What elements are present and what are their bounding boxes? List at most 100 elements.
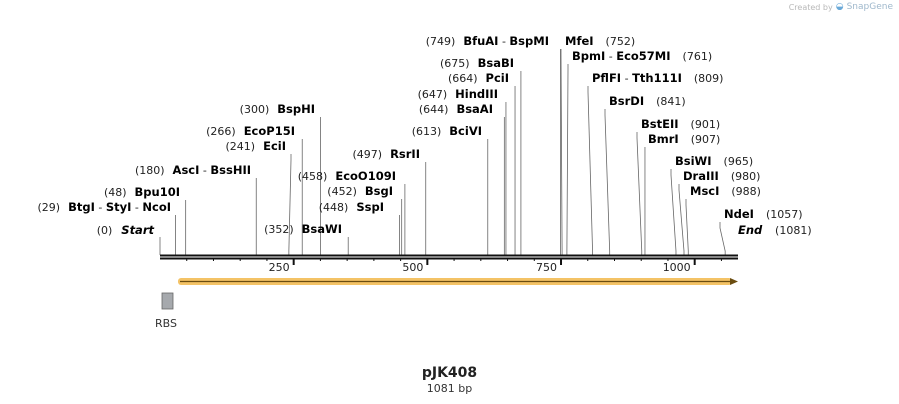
- site-names-bsphi[interactable]: BspHI: [277, 102, 315, 116]
- site-label-ecoo109i[interactable]: EcoO109I (458): [298, 169, 396, 183]
- site-separator: -: [95, 201, 106, 214]
- site-label-hindiii[interactable]: HindIII (647): [418, 87, 498, 101]
- site-label-mfei[interactable]: MfeI (752): [565, 34, 635, 48]
- site-label-bsabi[interactable]: BsaBI (675): [440, 56, 514, 70]
- site-label-msci[interactable]: MscI (988): [690, 184, 761, 198]
- site-name: HindIII: [455, 87, 498, 101]
- site-names-bfuai-bspmi[interactable]: BfuAI - BspMI: [463, 34, 549, 48]
- site-label-bcivi[interactable]: BciVI (613): [412, 124, 482, 138]
- site-names-draiii[interactable]: DraIII: [683, 169, 719, 183]
- site-names-ecop15i[interactable]: EcoP15I: [244, 124, 295, 138]
- site-separator: -: [605, 50, 616, 63]
- site-name: Tth111I: [632, 71, 682, 85]
- site-label-bmri[interactable]: BmrI (907): [648, 132, 720, 146]
- site-label-ecii[interactable]: EciI (241): [226, 139, 287, 153]
- site-names-bsgi[interactable]: BsgI: [365, 184, 393, 198]
- site-label-draiii[interactable]: DraIII (980): [683, 169, 760, 183]
- site-label-pflfi-tth111i[interactable]: PflFI - Tth111I (809): [592, 71, 723, 85]
- site-names-bsrdi[interactable]: BsrDI: [609, 94, 644, 108]
- backbone: [160, 254, 738, 260]
- start-position: (0): [97, 224, 113, 237]
- end-label-end: End (1081): [738, 223, 812, 237]
- site-names-bpu10i[interactable]: Bpu10I: [135, 185, 180, 199]
- site-position: (300): [240, 103, 270, 116]
- site-name: BstEII: [641, 117, 679, 131]
- site-name: BmrI: [648, 132, 679, 146]
- site-names-bpmi-eco57mi[interactable]: BpmI - Eco57MI: [572, 49, 671, 63]
- site-names-ndei[interactable]: NdeI: [724, 207, 754, 221]
- site-names-rsrii[interactable]: RsrII: [390, 147, 420, 161]
- end-label: End: [738, 223, 763, 237]
- ruler-tick-label: 250: [269, 261, 290, 274]
- site-names-bsawi[interactable]: BsaWI: [302, 222, 342, 236]
- site-names-ecii[interactable]: EciI: [263, 139, 286, 153]
- site-names-asci-bsshii[interactable]: AscI - BssHII: [173, 163, 251, 177]
- site-position: (458): [298, 170, 328, 183]
- site-position: (988): [731, 185, 761, 198]
- site-label-bfuai-bspmi[interactable]: BfuAI - BspMI (749): [426, 34, 549, 48]
- site-label-bsphi[interactable]: BspHI (300): [240, 102, 315, 116]
- site-names-bsiwi[interactable]: BsiWI: [675, 154, 712, 168]
- site-names-msci[interactable]: MscI: [690, 184, 719, 198]
- site-label-ecop15i[interactable]: EcoP15I (266): [206, 124, 295, 138]
- site-position: (644): [419, 103, 449, 116]
- site-names-btgi-styi-ncoi[interactable]: BtgI - StyI - NcoI: [68, 200, 171, 214]
- site-names-bsabi[interactable]: BsaBI: [478, 56, 514, 70]
- site-names-pflfi-tth111i[interactable]: PflFI - Tth111I: [592, 71, 682, 85]
- site-names-mfei[interactable]: MfeI: [565, 34, 594, 48]
- site-names-ecoo109i[interactable]: EcoO109I: [335, 169, 396, 183]
- site-name: BtgI: [68, 200, 95, 214]
- site-label-bsiwi[interactable]: BsiWI (965): [675, 154, 753, 168]
- site-line-bsteii: [636, 132, 643, 255]
- ruler-tick-label: 750: [536, 261, 557, 274]
- plasmid-name[interactable]: pJK408: [421, 365, 478, 381]
- site-label-bsgi[interactable]: BsgI (452): [327, 184, 393, 198]
- site-line-ecii: [288, 154, 292, 255]
- site-names-sspi[interactable]: SspI: [356, 200, 384, 214]
- plasmid-length: 1081 bp: [426, 382, 473, 395]
- site-label-ndei[interactable]: NdeI (1057): [724, 207, 803, 221]
- arrow-head-icon: [730, 278, 738, 285]
- site-line-draiii: [678, 184, 685, 255]
- site-name: BciVI: [449, 124, 482, 138]
- site-label-bsaai[interactable]: BsaAI (644): [419, 102, 493, 116]
- site-label-sspi[interactable]: SspI (448): [319, 200, 384, 214]
- site-names-bcivi[interactable]: BciVI: [449, 124, 482, 138]
- site-names-bsaai[interactable]: BsaAI: [456, 102, 493, 116]
- site-label-btgi-styi-ncoi[interactable]: BtgI - StyI - NcoI (29): [38, 200, 172, 214]
- site-name: EcoO109I: [335, 169, 396, 183]
- site-line-bsrdi: [604, 109, 611, 255]
- site-name: BssHII: [210, 163, 251, 177]
- site-position: (675): [440, 57, 470, 70]
- site-label-pcii[interactable]: PciI (664): [448, 71, 509, 85]
- site-line-bpmi-eco57mi: [566, 64, 569, 255]
- site-position: (448): [319, 201, 349, 214]
- feature-orf-arrow[interactable]: [178, 278, 738, 285]
- feature-rbs[interactable]: RBS: [155, 292, 177, 330]
- site-name: BsaWI: [302, 222, 342, 236]
- site-name: BpmI: [572, 49, 605, 63]
- site-position: (180): [135, 164, 165, 177]
- site-names-pcii[interactable]: PciI: [486, 71, 509, 85]
- site-label-bsteii[interactable]: BstEII (901): [641, 117, 720, 131]
- site-label-rsrii[interactable]: RsrII (497): [352, 147, 420, 161]
- site-name: MscI: [690, 184, 719, 198]
- site-label-bpmi-eco57mi[interactable]: BpmI - Eco57MI (761): [572, 49, 712, 63]
- site-names-bmri[interactable]: BmrI: [648, 132, 679, 146]
- features: RBS: [155, 278, 738, 330]
- site-names-bsteii[interactable]: BstEII: [641, 117, 679, 131]
- ruler-tick-label: 1000: [663, 261, 691, 274]
- site-names-hindiii[interactable]: HindIII: [455, 87, 498, 101]
- site-label-asci-bsshii[interactable]: AscI - BssHII (180): [135, 163, 251, 177]
- site-label-bsawi[interactable]: BsaWI (352): [264, 222, 342, 236]
- site-line-bsiwi: [670, 169, 677, 255]
- site-lines: [159, 49, 726, 255]
- watermark-prefix: Created by: [788, 2, 833, 12]
- site-name: SspI: [356, 200, 384, 214]
- site-name: BspHI: [277, 102, 315, 116]
- site-label-bsrdi[interactable]: BsrDI (841): [609, 94, 686, 108]
- site-label-bpu10i[interactable]: Bpu10I (48): [104, 185, 180, 199]
- site-position: (266): [206, 125, 236, 138]
- ruler-ticks: 250 500 750 1000: [186, 259, 722, 274]
- site-position: (761): [683, 50, 713, 63]
